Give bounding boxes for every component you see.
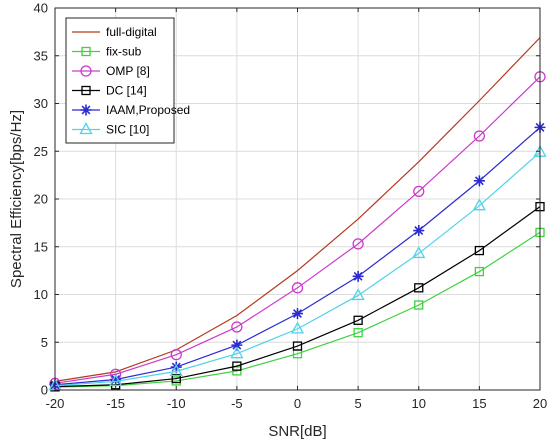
x-tick-label: -15 bbox=[106, 396, 125, 411]
series-line-dc-14 bbox=[54, 206, 541, 388]
legend-item: DC [14] bbox=[72, 84, 147, 98]
data-point-omp-8 bbox=[231, 321, 243, 333]
series-line-sic-10 bbox=[54, 151, 541, 387]
data-point-omp-8 bbox=[473, 130, 486, 142]
x-tick-label: 5 bbox=[355, 396, 362, 411]
y-tick-label: 25 bbox=[34, 144, 48, 159]
x-tick-label: 15 bbox=[472, 396, 486, 411]
y-tick-label: 15 bbox=[34, 239, 48, 254]
y-tick-label: 10 bbox=[34, 287, 48, 302]
legend-swatch-marker bbox=[81, 46, 91, 57]
data-point-iaam-proposed bbox=[170, 361, 182, 373]
data-point-sic-10 bbox=[351, 288, 365, 301]
data-point-omp-8 bbox=[413, 185, 425, 198]
x-tick-label: -20 bbox=[46, 396, 65, 411]
y-tick-label: 20 bbox=[34, 192, 48, 207]
y-tick-label: 35 bbox=[34, 48, 48, 63]
legend-swatch-marker bbox=[79, 122, 93, 135]
y-tick-label: 40 bbox=[34, 1, 48, 16]
x-tick-label: 20 bbox=[533, 396, 547, 411]
data-point-sic-10 bbox=[109, 374, 123, 387]
legend-label: full-digital bbox=[106, 25, 157, 39]
series-line-omp-8 bbox=[54, 76, 541, 384]
data-point-iaam-proposed bbox=[352, 270, 364, 282]
series-iaam-proposed bbox=[49, 121, 546, 391]
x-axis-label: SNR[dB] bbox=[268, 423, 326, 440]
legend-label: fix-sub bbox=[106, 45, 142, 59]
data-point-sic-10 bbox=[290, 321, 305, 334]
data-point-fix-sub bbox=[353, 328, 363, 338]
ticks: -20 -15 -10 -5 0 5 10 15 20 0 5 10 15 20 25 30 35 40 bbox=[34, 1, 548, 412]
y-tick-label: 0 bbox=[41, 383, 48, 398]
data-point-sic-10 bbox=[230, 346, 244, 359]
legend-item: OMP [8] bbox=[72, 64, 150, 78]
legend-box bbox=[65, 17, 175, 144]
legend-swatch-marker bbox=[80, 65, 92, 77]
data-point-iaam-proposed bbox=[292, 308, 303, 320]
legend: full-digital fix-sub OMP [8] DC [14] IAAM,Pr… bbox=[65, 17, 190, 144]
data-point-iaam-proposed bbox=[473, 175, 485, 187]
data-point-dc-14 bbox=[232, 361, 242, 371]
x-tick-label: -5 bbox=[231, 396, 243, 411]
data-point-iaam-proposed bbox=[413, 225, 425, 237]
data-point-sic-10 bbox=[472, 198, 486, 211]
x-tick-label: 10 bbox=[412, 396, 426, 411]
y-axis-label: Spectral Efficiency[bps/Hz] bbox=[8, 110, 25, 288]
legend-item: full-digital bbox=[72, 25, 157, 39]
series-line-full-digital bbox=[54, 37, 541, 382]
data-point-dc-14 bbox=[292, 341, 303, 351]
series-omp-8 bbox=[49, 71, 546, 389]
data-point-iaam-proposed bbox=[231, 339, 243, 351]
legend-label: SIC [10] bbox=[106, 123, 149, 137]
legend-swatch-marker bbox=[80, 104, 92, 116]
data-point-dc-14 bbox=[353, 315, 363, 325]
data-point-fix-sub bbox=[474, 266, 485, 277]
data-point-dc-14 bbox=[414, 283, 424, 293]
data-point-omp-8 bbox=[170, 349, 182, 361]
data-point-omp-8 bbox=[291, 282, 304, 294]
series-line-fix-sub bbox=[54, 231, 541, 388]
y-tick-label: 5 bbox=[41, 335, 48, 350]
data-point-dc-14 bbox=[474, 245, 485, 256]
legend-swatch-marker bbox=[81, 85, 91, 96]
legend-label: IAAM,Proposed bbox=[106, 103, 190, 117]
legend-item: IAAM,Proposed bbox=[72, 103, 190, 117]
series-full-digital bbox=[54, 37, 541, 382]
data-point-fix-sub bbox=[414, 300, 424, 310]
legend-label: DC [14] bbox=[106, 84, 147, 98]
data-point-dc-14 bbox=[171, 373, 181, 384]
x-tick-label: -10 bbox=[167, 396, 186, 411]
x-tick-label: 0 bbox=[294, 396, 301, 411]
legend-item: SIC [10] bbox=[72, 122, 149, 137]
data-point-sic-10 bbox=[412, 246, 426, 259]
data-point-omp-8 bbox=[352, 238, 364, 250]
data-point-sic-10 bbox=[169, 364, 183, 377]
y-tick-label: 30 bbox=[34, 96, 48, 111]
legend-item: fix-sub bbox=[72, 45, 142, 59]
data-point-iaam-proposed bbox=[110, 373, 122, 385]
data-point-fix-sub bbox=[232, 366, 242, 376]
legend-label: OMP [8] bbox=[106, 64, 150, 78]
